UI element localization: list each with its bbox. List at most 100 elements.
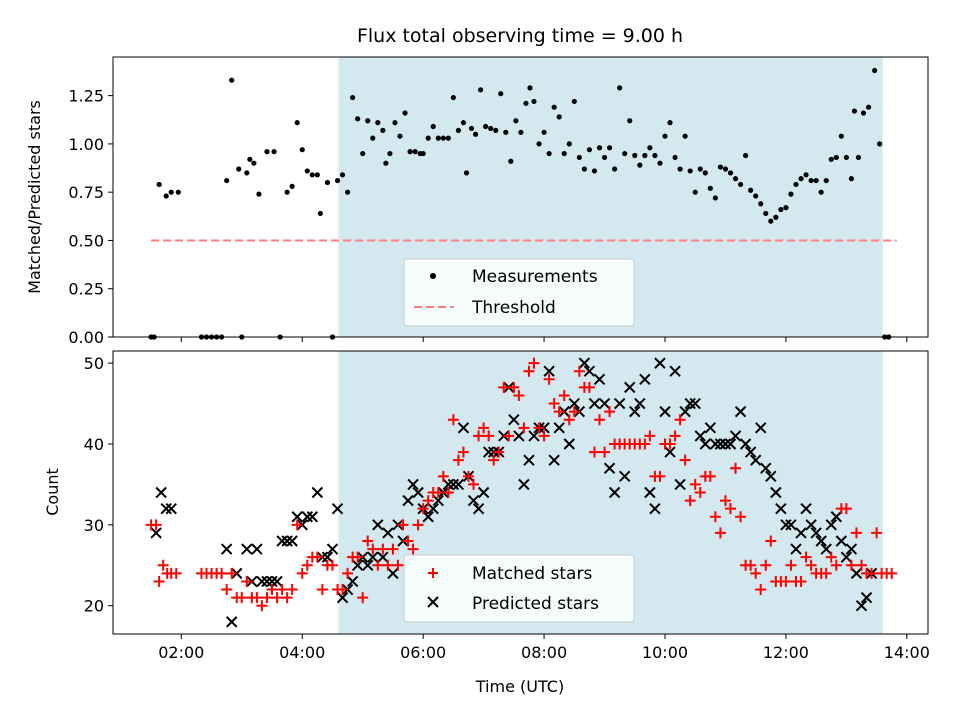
measurement-point	[778, 206, 784, 213]
predicted-star-point	[513, 430, 525, 442]
matched-star-point	[422, 495, 434, 507]
measurement-point	[727, 170, 734, 176]
predicted-star-point	[362, 559, 374, 571]
matched-star-point	[216, 567, 228, 579]
predicted-star-point	[165, 502, 177, 515]
predicted-star-point	[845, 543, 858, 555]
measurement-point	[818, 189, 824, 195]
measurement-point	[642, 152, 648, 159]
predicted-star-point	[407, 478, 419, 491]
measurement-point	[768, 218, 774, 224]
matched-star-point	[377, 543, 389, 555]
predicted-star-point	[482, 446, 495, 458]
matched-star-point	[755, 584, 767, 596]
x-tick-label: 12:00	[763, 643, 809, 662]
measurement-point	[586, 147, 593, 153]
predicted-star-point	[749, 454, 762, 466]
measurement-point	[838, 133, 844, 139]
matched-star-point	[498, 381, 510, 393]
matched-star-point	[538, 430, 550, 442]
measurement-point	[833, 154, 839, 161]
measurement-point	[380, 127, 386, 133]
measurement-point	[576, 154, 582, 161]
matched-star-point	[392, 559, 404, 571]
measurement-point	[483, 123, 489, 130]
matched-star-point	[568, 406, 580, 418]
measurement-point	[498, 91, 504, 97]
matched-star-point	[157, 559, 169, 571]
predicted-star-point	[225, 616, 238, 628]
matched-star-point	[342, 567, 354, 579]
matched-star-point	[266, 584, 278, 596]
measurement-point	[370, 135, 376, 141]
matched-star-point	[362, 535, 374, 547]
measurement-point	[732, 176, 739, 182]
predicted-star-point	[613, 397, 626, 410]
ratio-panel: 0.00 0.25 0.50 0.75 1.00 1.25 Matched/Predict…	[25, 56, 929, 347]
measurement-point	[365, 118, 371, 124]
measurement-point	[472, 131, 479, 137]
measurement-point	[314, 172, 320, 178]
predicted-star-point	[422, 511, 434, 523]
measurement-point	[513, 118, 519, 124]
measurement-point	[355, 116, 361, 122]
ratio-legend: Measurements Threshold	[403, 258, 635, 327]
measurement-point	[488, 125, 494, 132]
predicted-star-point	[321, 551, 334, 563]
measurement-point	[350, 94, 356, 101]
measurement-point	[344, 189, 351, 195]
matched-star-point	[150, 519, 162, 531]
matched-star-point	[442, 487, 454, 498]
measurement-point	[294, 120, 300, 126]
predicted-star-point	[326, 543, 339, 555]
predicted-star-point	[588, 397, 601, 410]
predicted-star-point	[810, 527, 822, 539]
measurement-point	[289, 183, 295, 189]
predicted-star-point	[543, 365, 555, 377]
measurement-point	[848, 176, 855, 182]
measurement-point	[843, 154, 849, 161]
matched-star-point	[604, 406, 616, 418]
matched-star-point	[256, 600, 268, 612]
measurement-point	[397, 133, 403, 139]
measurement-point	[251, 160, 257, 166]
measurement-point	[503, 129, 509, 135]
matched-star-point	[654, 470, 666, 482]
matched-star-point	[417, 503, 429, 515]
matched-star-point	[805, 559, 817, 571]
measurement-point	[627, 118, 633, 124]
predicted-star-point	[442, 478, 455, 491]
measurement-point	[508, 158, 514, 164]
measurement-point	[412, 149, 418, 155]
predicted-star-point	[160, 502, 172, 515]
matched-star-point	[261, 592, 273, 604]
matched-star-point	[795, 575, 807, 587]
measurement-point	[763, 210, 769, 217]
count-legend-box	[403, 554, 635, 623]
predicted-star-point	[155, 486, 167, 499]
measurement-point	[324, 179, 331, 186]
matched-star-point	[463, 470, 475, 482]
predicted-star-point	[765, 470, 777, 483]
measurement-point	[581, 166, 587, 172]
matched-star-point	[457, 446, 469, 458]
matched-star-point	[599, 446, 611, 458]
matched-star-point	[719, 495, 731, 507]
legend-measurements-label: Measurements	[472, 267, 598, 287]
x-tick-label: 10:00	[642, 643, 688, 662]
predicted-star-point	[729, 430, 742, 442]
matched-star-point	[412, 519, 424, 531]
count-legend: Matched stars Predicted stars	[403, 554, 635, 623]
matched-star-point	[241, 575, 253, 587]
measurement-point	[407, 149, 413, 155]
measurement-point	[783, 205, 789, 211]
measurement-point	[722, 166, 729, 172]
measurement-point	[601, 154, 608, 161]
measurement-point	[707, 185, 713, 191]
x-tick-label: 04:00	[279, 643, 325, 662]
predicted-star-point	[860, 591, 873, 604]
matched-star-point	[271, 592, 283, 604]
predicted-star-point	[654, 357, 666, 369]
matched-star-point	[357, 592, 369, 604]
predicted-star-point	[150, 527, 162, 539]
